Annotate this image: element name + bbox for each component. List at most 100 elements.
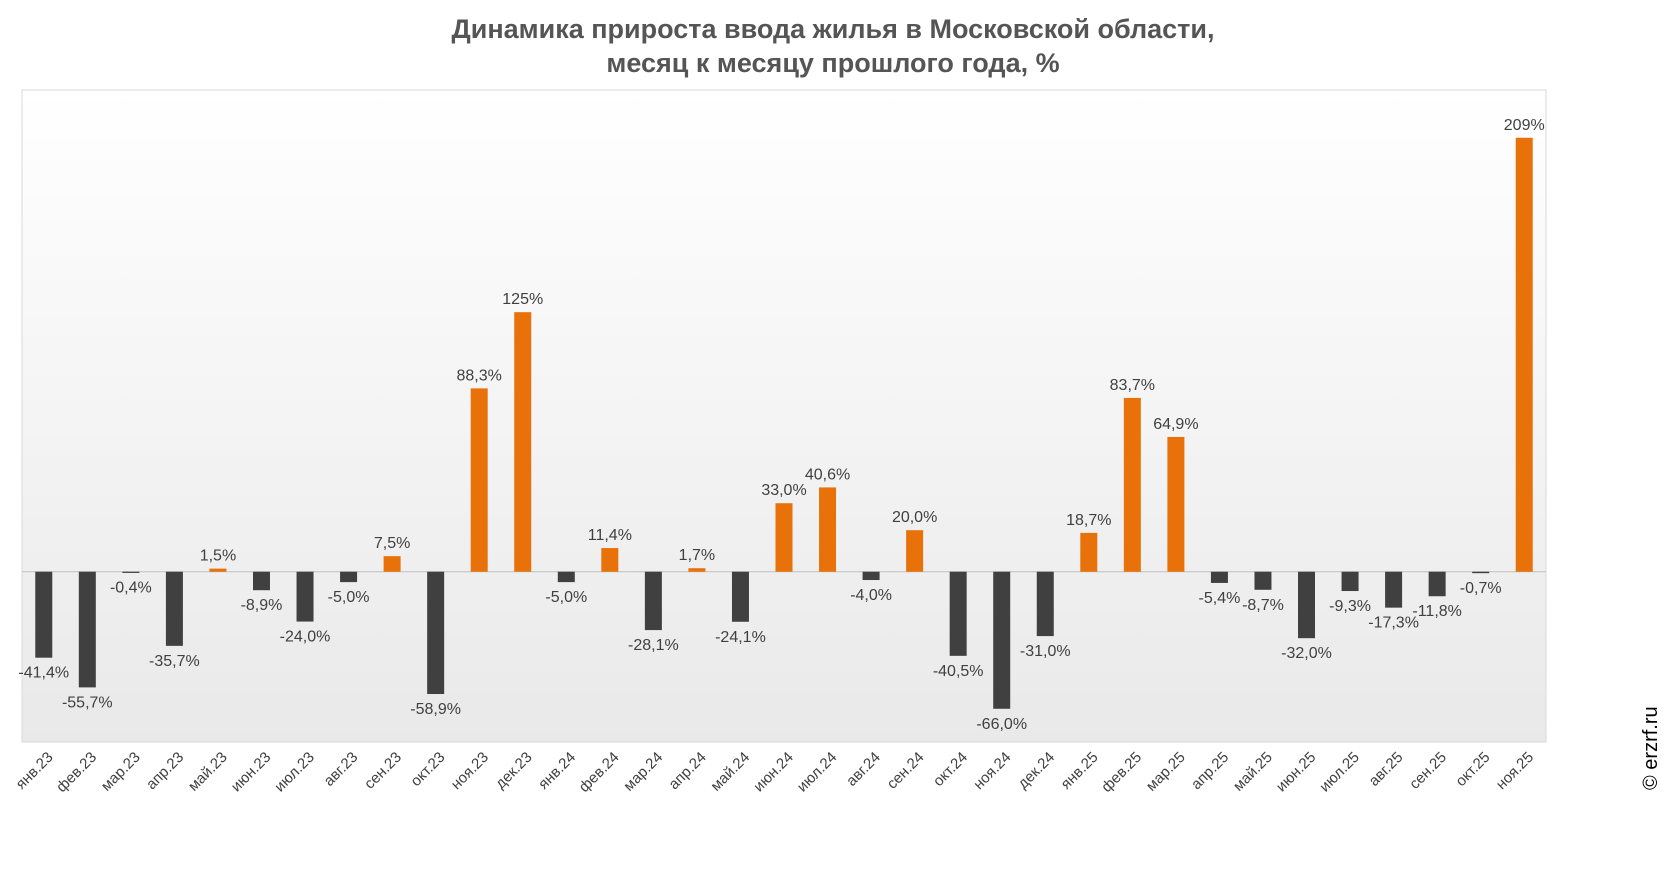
data-label: -41,4% [18, 665, 69, 682]
bar [993, 571, 1011, 709]
bar [1385, 571, 1403, 608]
x-tick-label: окт.23 [407, 749, 448, 790]
chart-subtitle: месяц к месяцу прошлого года, % [606, 48, 1060, 78]
x-tick-label: окт.24 [930, 749, 971, 790]
bar [78, 571, 96, 688]
data-label: 88,3% [457, 367, 502, 384]
bar [296, 571, 314, 622]
x-tick-label: май.23 [185, 749, 231, 795]
data-label: -5,0% [328, 589, 370, 606]
data-label: 83,7% [1110, 377, 1155, 394]
bar [470, 388, 488, 572]
bar [1341, 571, 1359, 592]
data-label: 18,7% [1066, 512, 1111, 529]
data-label: -58,9% [410, 701, 461, 718]
x-tick-label: окт.25 [1452, 749, 1493, 790]
bar [1472, 571, 1490, 574]
x-tick-label: ноя.23 [448, 749, 492, 793]
bar [252, 571, 270, 591]
bar [340, 571, 358, 583]
x-tick-label: июн.23 [228, 749, 275, 796]
x-tick-label: янв.23 [13, 749, 57, 793]
data-label: -5,0% [545, 589, 587, 606]
data-label: -28,1% [628, 637, 679, 654]
data-label: -24,0% [280, 629, 331, 646]
bar [165, 571, 183, 646]
bar [775, 503, 793, 572]
data-label: -17,3% [1368, 615, 1419, 632]
data-label: -5,4% [1199, 590, 1241, 607]
bar [1515, 137, 1533, 572]
data-label: -35,7% [149, 653, 200, 670]
data-label: -8,9% [241, 597, 283, 614]
x-tick-label: ноя.25 [1493, 749, 1537, 793]
data-label: -4,0% [850, 587, 892, 604]
x-tick-label: апр.23 [143, 749, 187, 793]
bar [514, 312, 532, 572]
bar [35, 571, 53, 658]
x-tick-label: фев.25 [1098, 749, 1145, 796]
x-tick-label: июн.24 [750, 749, 797, 796]
x-tick-label: дек.24 [1015, 749, 1058, 792]
data-label: 64,9% [1153, 416, 1198, 433]
data-label: 40,6% [805, 466, 850, 483]
x-tick-label: май.25 [1230, 749, 1276, 795]
bar [122, 571, 140, 573]
bar [209, 568, 227, 572]
data-label: -0,4% [110, 580, 152, 597]
bar [862, 571, 880, 581]
x-tick-label: авг.24 [843, 749, 884, 790]
x-tick-label: мар.24 [620, 749, 666, 795]
x-tick-label: мар.25 [1143, 749, 1189, 795]
bar [427, 571, 445, 695]
bar [949, 571, 967, 656]
x-tick-label: дек.23 [492, 749, 535, 792]
data-label: -11,8% [1412, 603, 1462, 620]
data-label: 125% [502, 291, 543, 308]
x-tick-label: авг.25 [1366, 749, 1407, 790]
x-tick-label: мар.23 [98, 749, 144, 795]
data-label: -55,7% [62, 694, 113, 711]
data-label: 1,5% [200, 548, 236, 565]
data-label: 33,0% [761, 482, 806, 499]
data-label: -0,7% [1460, 580, 1502, 597]
data-label: -32,0% [1281, 645, 1332, 662]
x-tick-label: янв.25 [1058, 749, 1102, 793]
bar [1036, 571, 1054, 637]
data-label: -9,3% [1329, 598, 1371, 615]
data-label: 7,5% [374, 535, 410, 552]
bar [688, 568, 706, 572]
x-tick-label: апр.25 [1188, 749, 1232, 793]
x-tick-label: сен.23 [361, 749, 405, 793]
data-label: -31,0% [1020, 643, 1071, 660]
x-tick-label: фев.23 [53, 749, 100, 796]
data-label: -66,0% [976, 716, 1027, 733]
bar [601, 548, 619, 572]
bar [1167, 436, 1185, 572]
data-label: 1,7% [679, 547, 715, 564]
bar [731, 571, 749, 622]
bar [557, 571, 575, 583]
bar [383, 556, 401, 572]
bar [1080, 532, 1098, 572]
bar [1123, 397, 1141, 572]
bar [819, 487, 837, 572]
x-tick-label: май.24 [707, 749, 753, 795]
plot-area [21, 89, 1547, 743]
watermark: © erzrf.ru [1640, 706, 1662, 790]
bar [644, 571, 662, 631]
x-tick-label: янв.24 [535, 749, 579, 793]
x-tick-label: июл.23 [271, 749, 318, 796]
data-label: 209% [1504, 117, 1545, 134]
bar [1254, 571, 1272, 590]
bar [1428, 571, 1446, 597]
x-tick-label: июл.24 [794, 749, 841, 796]
x-tick-label: фев.24 [576, 749, 623, 796]
bar [1210, 571, 1228, 583]
x-tick-label: июн.25 [1273, 749, 1320, 796]
data-label: 11,4% [588, 527, 632, 544]
data-label: -40,5% [933, 663, 984, 680]
x-tick-label: авг.23 [321, 749, 362, 790]
data-label: 20,0% [892, 509, 937, 526]
